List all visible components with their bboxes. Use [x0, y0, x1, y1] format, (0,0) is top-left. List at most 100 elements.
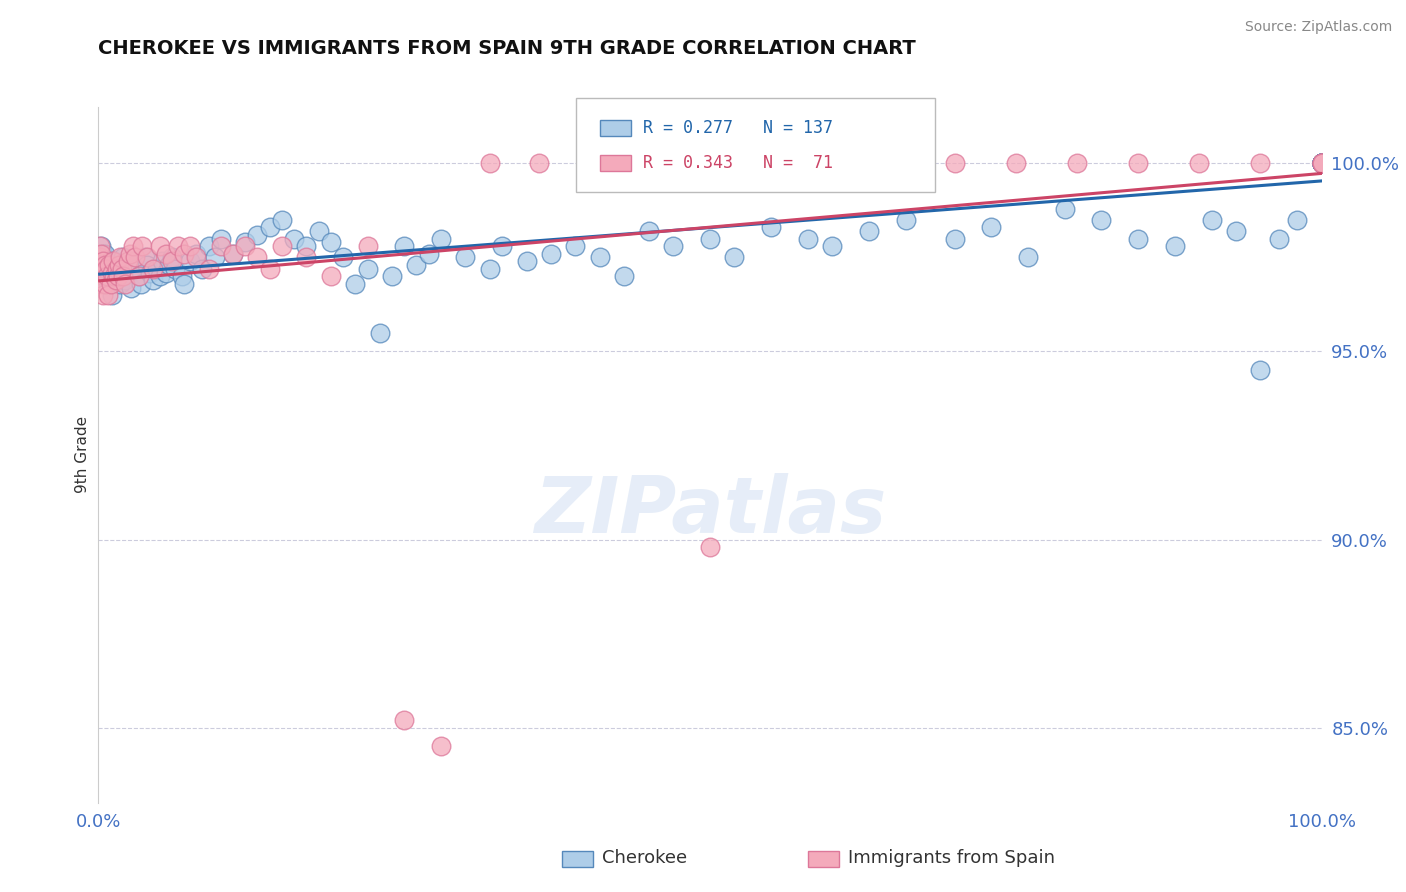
Point	[124, 251, 146, 265]
Point	[392, 239, 416, 253]
Point	[98, 254, 121, 268]
Point	[108, 258, 131, 272]
Point	[173, 246, 195, 260]
Point	[122, 254, 145, 268]
Point	[821, 156, 844, 170]
Point	[1310, 156, 1333, 170]
Point	[101, 261, 124, 276]
Point	[319, 269, 342, 284]
Point	[186, 246, 208, 260]
Point	[1250, 363, 1272, 377]
Point	[1310, 156, 1333, 170]
Point	[97, 288, 120, 302]
Point	[894, 212, 917, 227]
Point	[90, 239, 112, 253]
Point	[943, 156, 966, 170]
Point	[454, 251, 477, 265]
Point	[430, 739, 453, 754]
Point	[1310, 156, 1333, 170]
Point	[332, 251, 354, 265]
Point	[111, 261, 134, 276]
Point	[356, 261, 378, 276]
Point	[91, 288, 114, 302]
Point	[1310, 156, 1333, 170]
Text: CHEROKEE VS IMMIGRANTS FROM SPAIN 9TH GRADE CORRELATION CHART: CHEROKEE VS IMMIGRANTS FROM SPAIN 9TH GR…	[98, 39, 917, 58]
Point	[173, 277, 195, 291]
Point	[405, 258, 427, 272]
Point	[114, 277, 136, 291]
Point	[179, 254, 201, 268]
Point	[1310, 156, 1333, 170]
Point	[104, 273, 127, 287]
Point	[1310, 156, 1333, 170]
Point	[1310, 156, 1333, 170]
Point	[516, 254, 538, 268]
Point	[197, 261, 219, 276]
Point	[540, 246, 562, 260]
Point	[1310, 156, 1333, 170]
Point	[120, 280, 142, 294]
Point	[101, 288, 124, 302]
Point	[1310, 156, 1333, 170]
Point	[1310, 156, 1333, 170]
Point	[157, 258, 180, 272]
Point	[107, 258, 129, 272]
Point	[98, 258, 121, 272]
Point	[167, 239, 190, 253]
Point	[89, 258, 111, 272]
Point	[1310, 156, 1333, 170]
Point	[94, 261, 117, 276]
Text: R = 0.277   N = 137: R = 0.277 N = 137	[643, 119, 832, 136]
Point	[134, 251, 156, 265]
Point	[1310, 156, 1333, 170]
Point	[91, 246, 114, 260]
Point	[295, 251, 318, 265]
Point	[1310, 156, 1333, 170]
Point	[1310, 156, 1333, 170]
Point	[392, 713, 416, 727]
Point	[283, 232, 305, 246]
Point	[114, 273, 136, 287]
Point	[93, 254, 115, 268]
Point	[170, 269, 193, 284]
Point	[93, 269, 115, 284]
Point	[1310, 156, 1333, 170]
Point	[246, 251, 269, 265]
Point	[1310, 156, 1333, 170]
Point	[662, 239, 685, 253]
Point	[1310, 156, 1333, 170]
Point	[613, 269, 636, 284]
Point	[723, 251, 745, 265]
Point	[112, 269, 135, 284]
Point	[270, 239, 294, 253]
Point	[101, 254, 124, 268]
Point	[90, 261, 112, 276]
Point	[1310, 156, 1333, 170]
Point	[125, 261, 148, 276]
Point	[233, 239, 256, 253]
Point	[96, 269, 118, 284]
Point	[1053, 202, 1076, 216]
Point	[1066, 156, 1088, 170]
Point	[1310, 156, 1333, 170]
Point	[160, 254, 183, 268]
Point	[91, 266, 114, 280]
Point	[100, 277, 122, 291]
Point	[94, 246, 117, 260]
Point	[259, 261, 281, 276]
Point	[91, 277, 114, 291]
Point	[204, 251, 226, 265]
Point	[136, 251, 159, 265]
Point	[259, 220, 281, 235]
Point	[1310, 156, 1333, 170]
Point	[142, 261, 165, 276]
Point	[117, 254, 139, 268]
Point	[478, 156, 501, 170]
Point	[107, 269, 129, 284]
Point	[105, 266, 128, 280]
Point	[94, 269, 117, 284]
Point	[858, 224, 880, 238]
Point	[344, 277, 367, 291]
Point	[1164, 239, 1187, 253]
Point	[270, 212, 294, 227]
